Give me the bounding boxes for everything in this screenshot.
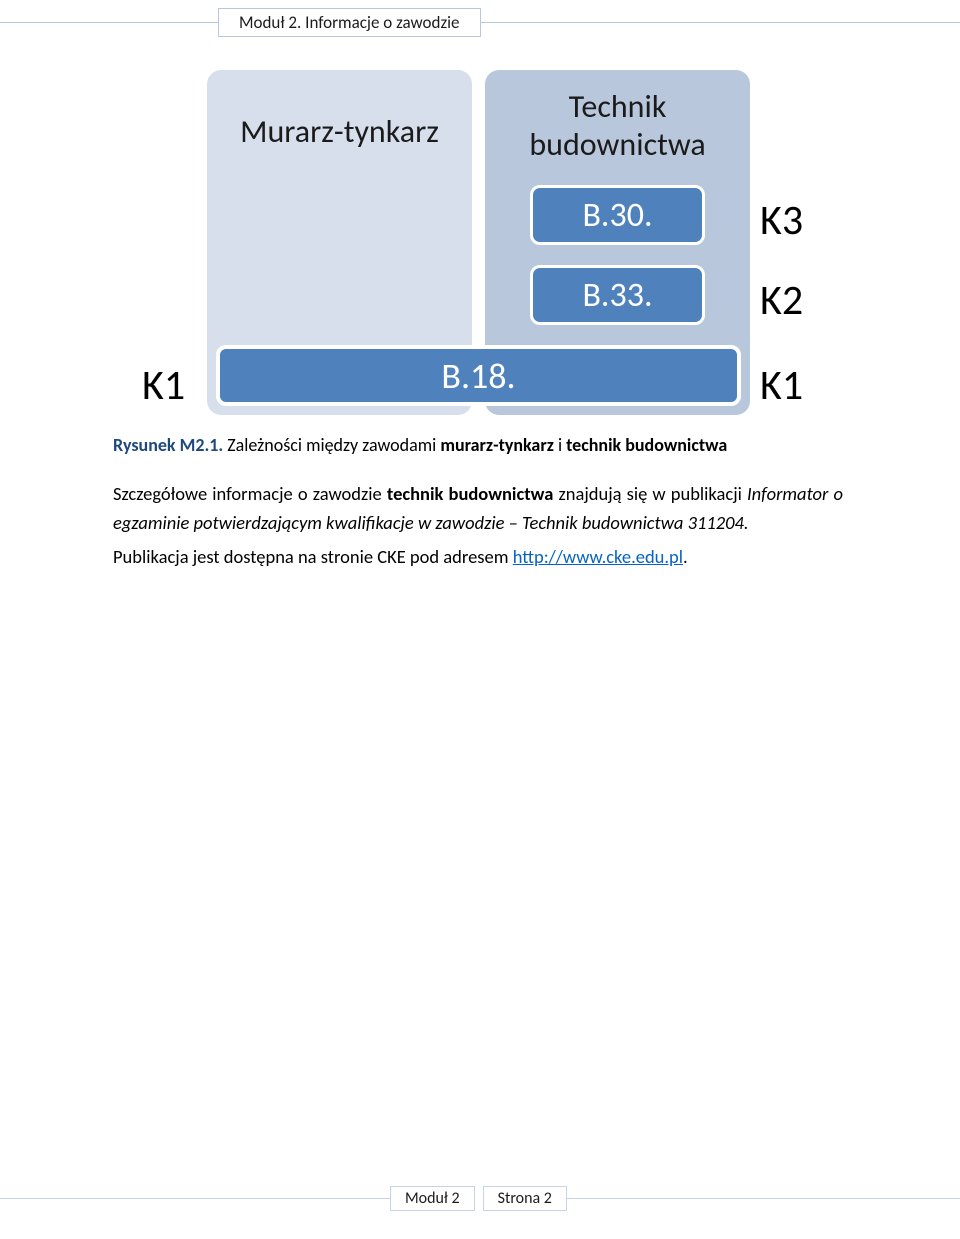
paragraph-1: Szczegółowe informacje o zawodzie techni… [113, 480, 843, 537]
header-rule-left [0, 22, 218, 23]
label-k1-right: K1 [760, 360, 803, 411]
footer-rule-right [567, 1198, 960, 1199]
paragraph-2: Publikacja jest dostępna na stronie CKE … [113, 543, 843, 572]
pill-b18: B.18. [216, 345, 741, 406]
diagram: Murarz-tynkarz Technik budownictwa B.30.… [115, 70, 845, 430]
footer-page: Strona 2 [498, 1189, 552, 1208]
footer-module-box: Moduł 2 [390, 1186, 475, 1211]
header-rule-right [481, 22, 960, 23]
caption-bold2: technik budownictwa [566, 434, 727, 456]
pill-b30: B.30. [530, 185, 705, 245]
pill-b18-label: B.18. [441, 354, 515, 398]
footer-page-box: Strona 2 [483, 1186, 567, 1211]
p1-mid: znajdują się w publikacji [553, 482, 747, 505]
label-k2: K2 [760, 275, 803, 326]
p1-bold: technik budownictwa [387, 482, 553, 505]
cke-link[interactable]: http://www.cke.edu.pl [513, 545, 683, 568]
header-title-box: Moduł 2. Informacje o zawodzie [218, 8, 481, 37]
body-text: Szczegółowe informacje o zawodzie techni… [113, 480, 843, 578]
p2-pre: Publikacja jest dostępna na stronie CKE … [113, 545, 513, 568]
label-k3: K3 [760, 195, 803, 246]
technik-label-line2: budownictwa [529, 126, 705, 164]
caption-mid: i [554, 434, 566, 456]
p2-post: . [683, 545, 688, 568]
figure-caption: Rysunek M2.1. Zależności między zawodami… [113, 434, 727, 456]
footer-rule-left [0, 1198, 390, 1199]
pill-b30-label: B.30. [582, 195, 652, 236]
label-k1-left: K1 [142, 360, 185, 411]
footer-bar: Moduł 2 Strona 2 [0, 1186, 960, 1211]
technik-label-line1: Technik [569, 88, 667, 126]
p1-pre: Szczegółowe informacje o zawodzie [113, 482, 387, 505]
murarz-label: Murarz-tynkarz [240, 112, 439, 151]
pill-b33: B.33. [530, 265, 705, 325]
caption-bold1: murarz-tynkarz [440, 434, 554, 456]
pill-b33-label: B.33. [582, 275, 652, 316]
caption-lead: Rysunek M2.1. [113, 434, 223, 456]
header-title: Moduł 2. Informacje o zawodzie [239, 12, 460, 33]
footer-module: Moduł 2 [405, 1189, 460, 1208]
header-bar: Moduł 2. Informacje o zawodzie [0, 8, 960, 37]
caption-rest-pre: Zależności między zawodami [223, 434, 440, 456]
